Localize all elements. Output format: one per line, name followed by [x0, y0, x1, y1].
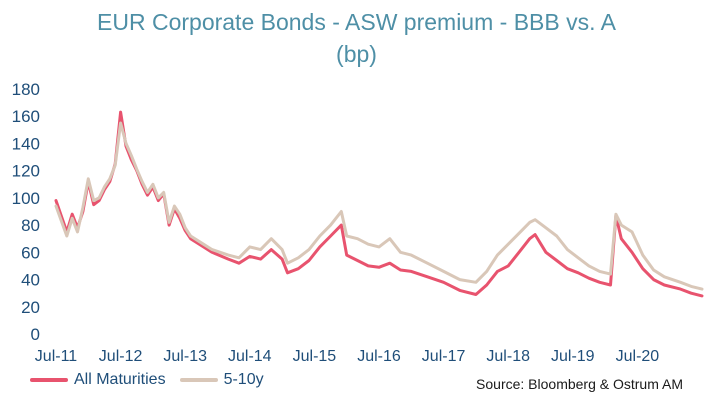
legend-label-all-maturities: All Maturities: [74, 371, 166, 388]
legend-swatch-5-10y: [179, 378, 218, 382]
source-note: Source: Bloomberg & Ostrum AM: [476, 376, 683, 392]
y-tick-label: 140: [12, 134, 40, 153]
series-layer: [54, 110, 704, 298]
x-tick-label: Jul-13: [163, 348, 207, 365]
legend-swatch-all-maturities: [30, 378, 68, 382]
y-tick-label: 60: [21, 243, 40, 262]
chart-title: EUR Corporate Bonds - ASW premium - BBB …: [0, 6, 713, 70]
x-tick-label: Jul-18: [486, 348, 530, 365]
legend-label-5-10y: 5-10y: [223, 371, 264, 388]
y-tick-label: 100: [12, 189, 40, 208]
y-tick-label: 120: [12, 162, 40, 181]
chart-title-line-2: (bp): [336, 41, 377, 67]
x-tick-label: Jul-20: [616, 348, 660, 365]
y-tick-label: 0: [31, 325, 40, 344]
x-tick-label: Jul-17: [422, 348, 466, 365]
legend-item-all-maturities: All Maturities: [30, 371, 166, 389]
y-axis-ticks: 0 20 40 60 80 100 120 140 160 180: [12, 80, 40, 344]
legend-item-5-10y: 5-10y: [179, 371, 264, 389]
series-line-all-maturities: [54, 110, 704, 298]
x-tick-label: Jul-11: [35, 348, 77, 365]
series-line-5-10y: [54, 121, 704, 291]
y-tick-label: 160: [12, 107, 40, 126]
x-axis-ticks: Jul-11 Jul-12 Jul-13 Jul-14 Jul-15 Jul-16 Jul-…: [35, 348, 659, 365]
y-tick-label: 80: [21, 216, 40, 235]
x-tick-label: Jul-19: [551, 348, 595, 365]
x-tick-label: Jul-14: [228, 348, 272, 365]
x-tick-label: Jul-12: [99, 348, 143, 365]
x-tick-label: Jul-15: [293, 348, 337, 365]
chart-legend: All Maturities 5-10y: [30, 371, 264, 389]
x-tick-label: Jul-16: [357, 348, 401, 365]
y-tick-label: 180: [12, 80, 40, 99]
y-tick-label: 40: [21, 271, 40, 290]
chart-title-line-1: EUR Corporate Bonds - ASW premium - BBB …: [97, 9, 616, 35]
y-tick-label: 20: [21, 298, 40, 317]
